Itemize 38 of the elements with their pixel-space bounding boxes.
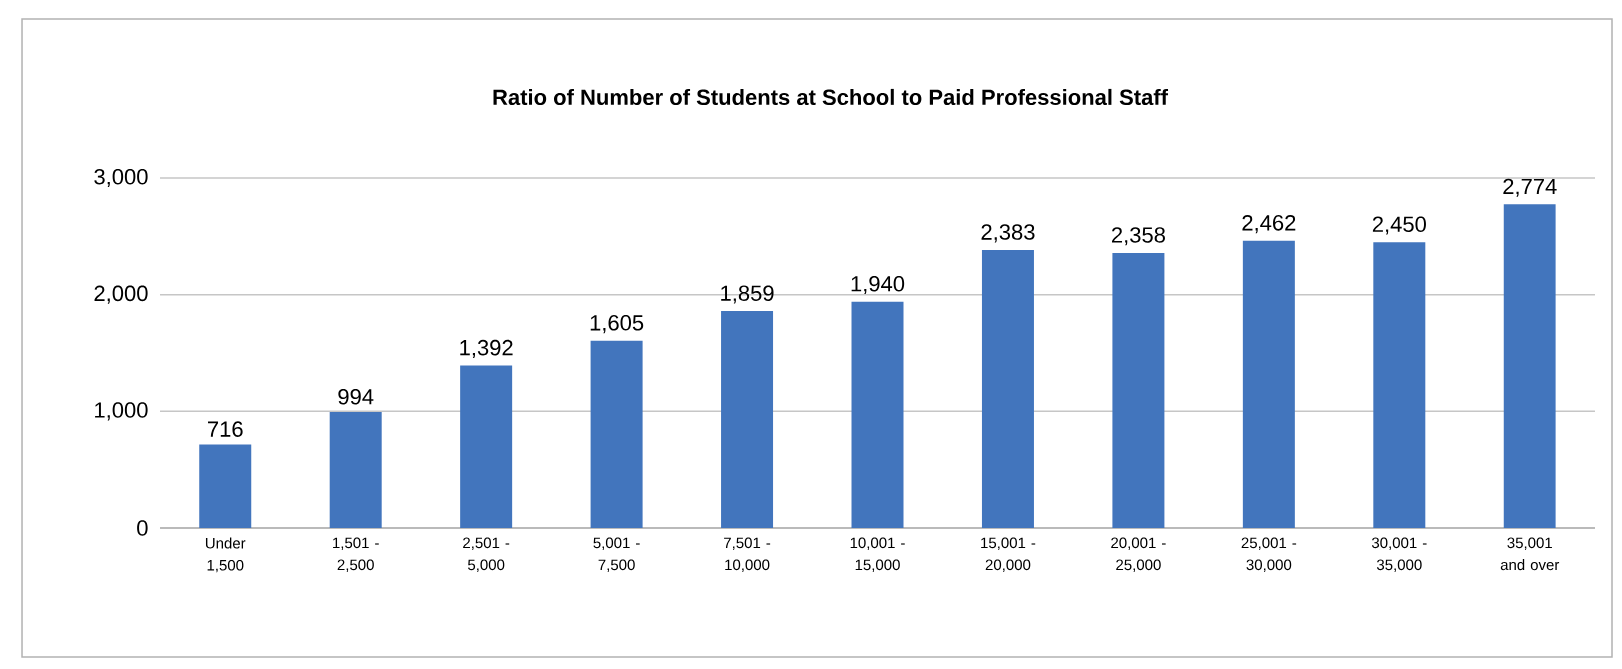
data-label: 1,859 bbox=[721, 285, 774, 304]
x-tick-label: 25,001 - 30,000 bbox=[1241, 537, 1297, 572]
x-tick-label: 5,001 - 7,500 bbox=[593, 537, 640, 572]
data-label: 2,358 bbox=[1111, 227, 1165, 246]
data-label: 2,462 bbox=[1242, 215, 1296, 234]
y-tick-label: 3,000 bbox=[94, 168, 148, 188]
data-label: 2,774 bbox=[1503, 178, 1557, 197]
x-tick-label: 35,001 and over bbox=[1500, 537, 1560, 571]
bar bbox=[1242, 240, 1295, 528]
x-tick-label: 20,001 - 25,000 bbox=[1111, 537, 1166, 572]
chart-title: Ratio of Number of Students at School to Paid Professional Staff bbox=[493, 88, 1169, 106]
bar bbox=[1373, 242, 1426, 528]
y-tick-label: 0 bbox=[137, 520, 148, 536]
data-label: 2,383 bbox=[981, 224, 1035, 243]
bar bbox=[199, 444, 252, 528]
x-tick-label: 10,001 - 15,000 bbox=[850, 537, 905, 572]
x-tick-label: 15,001 - 20,000 bbox=[981, 537, 1036, 572]
x-tick-label: Under 1,500 bbox=[205, 537, 246, 573]
data-label: 2,450 bbox=[1372, 216, 1426, 235]
x-tick-label: 1,501 - 2,500 bbox=[333, 537, 379, 572]
x-tick-label: 2,501 - 5,000 bbox=[463, 537, 510, 572]
bar bbox=[721, 311, 774, 528]
data-label: 1,605 bbox=[590, 315, 644, 334]
y-tick-label: 1,000 bbox=[95, 402, 148, 421]
x-tick-label: 7,501 - 10,000 bbox=[724, 537, 771, 572]
data-label: 1,940 bbox=[851, 275, 905, 295]
bar bbox=[590, 340, 643, 528]
bar bbox=[981, 249, 1034, 528]
bar bbox=[1503, 204, 1556, 528]
bar bbox=[851, 301, 904, 528]
data-label: 1,392 bbox=[460, 339, 513, 359]
bar bbox=[1112, 252, 1165, 528]
y-tick-label: 2,000 bbox=[94, 285, 148, 304]
bar bbox=[329, 412, 382, 528]
data-label: 994 bbox=[338, 388, 374, 405]
data-label: 716 bbox=[208, 421, 243, 437]
x-tick-label: 30,001 - 35,000 bbox=[1371, 537, 1427, 572]
bar bbox=[460, 365, 513, 528]
